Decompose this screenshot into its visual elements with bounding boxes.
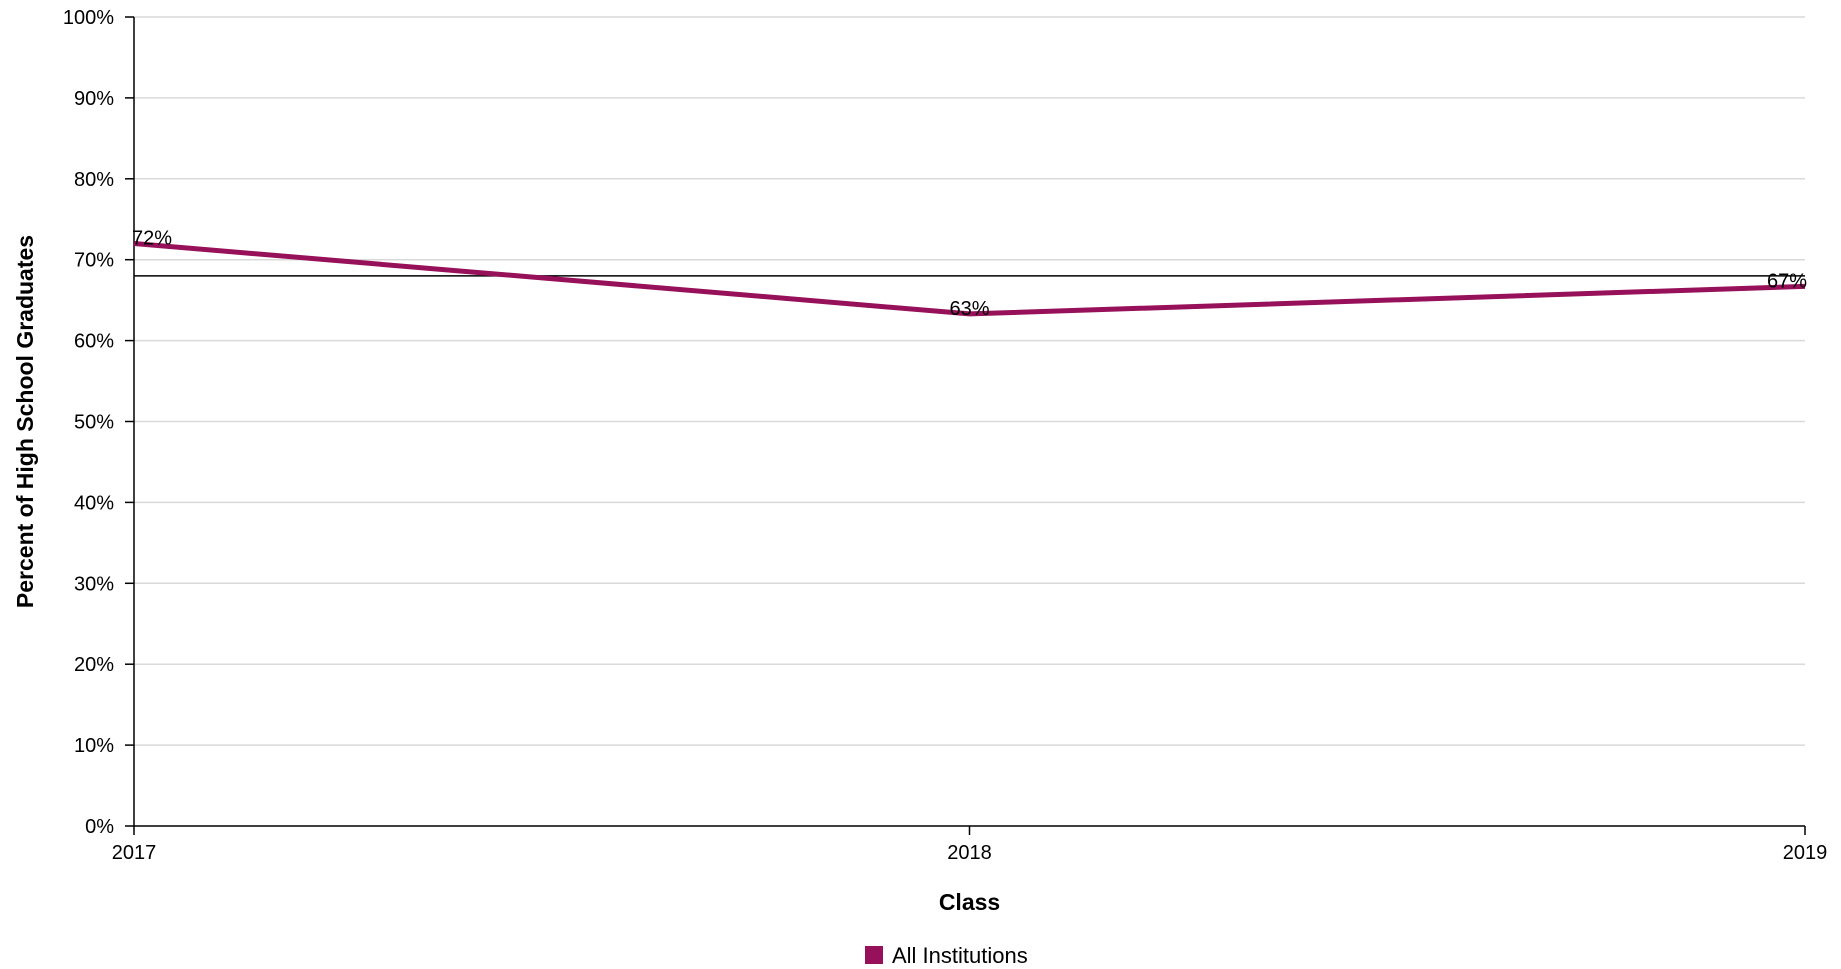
- x-axis-ticks: 2017 2018 2019: [112, 826, 1828, 864]
- y-tick-label: 70%: [74, 250, 114, 272]
- y-tick-label: 80%: [74, 169, 114, 191]
- legend-label: All Institutions: [892, 943, 1028, 968]
- series-line: [133, 241, 1806, 317]
- y-axis-ticks: 0% 10% 20% 30% 40% 50% 60% 70% 80% 90% 100%: [63, 7, 134, 838]
- y-tick-label: 100%: [63, 7, 114, 29]
- x-tick-label: 2019: [1783, 842, 1828, 864]
- y-tick-label: 90%: [74, 88, 114, 110]
- y-tick-label: 0%: [85, 816, 114, 838]
- legend: All Institutions: [865, 943, 1028, 968]
- y-tick-label: 50%: [74, 412, 114, 434]
- x-tick-label: 2017: [112, 842, 157, 864]
- y-tick-label: 60%: [74, 331, 114, 353]
- y-tick-label: 20%: [74, 654, 114, 676]
- y-axis-title: Percent of High School Graduates: [12, 235, 38, 608]
- data-labels: 72% 63% 67%: [132, 228, 1807, 320]
- x-tick-label: 2018: [947, 842, 992, 864]
- legend-swatch: [865, 946, 883, 964]
- gridlines: [134, 16, 1805, 746]
- data-label: 72%: [132, 228, 172, 250]
- x-axis-title: Class: [939, 889, 1000, 915]
- y-tick-label: 10%: [74, 735, 114, 757]
- series-group: [133, 241, 1806, 317]
- y-tick-label: 30%: [74, 573, 114, 595]
- data-label: 63%: [949, 298, 989, 320]
- y-tick-label: 40%: [74, 492, 114, 514]
- data-label: 67%: [1767, 270, 1807, 292]
